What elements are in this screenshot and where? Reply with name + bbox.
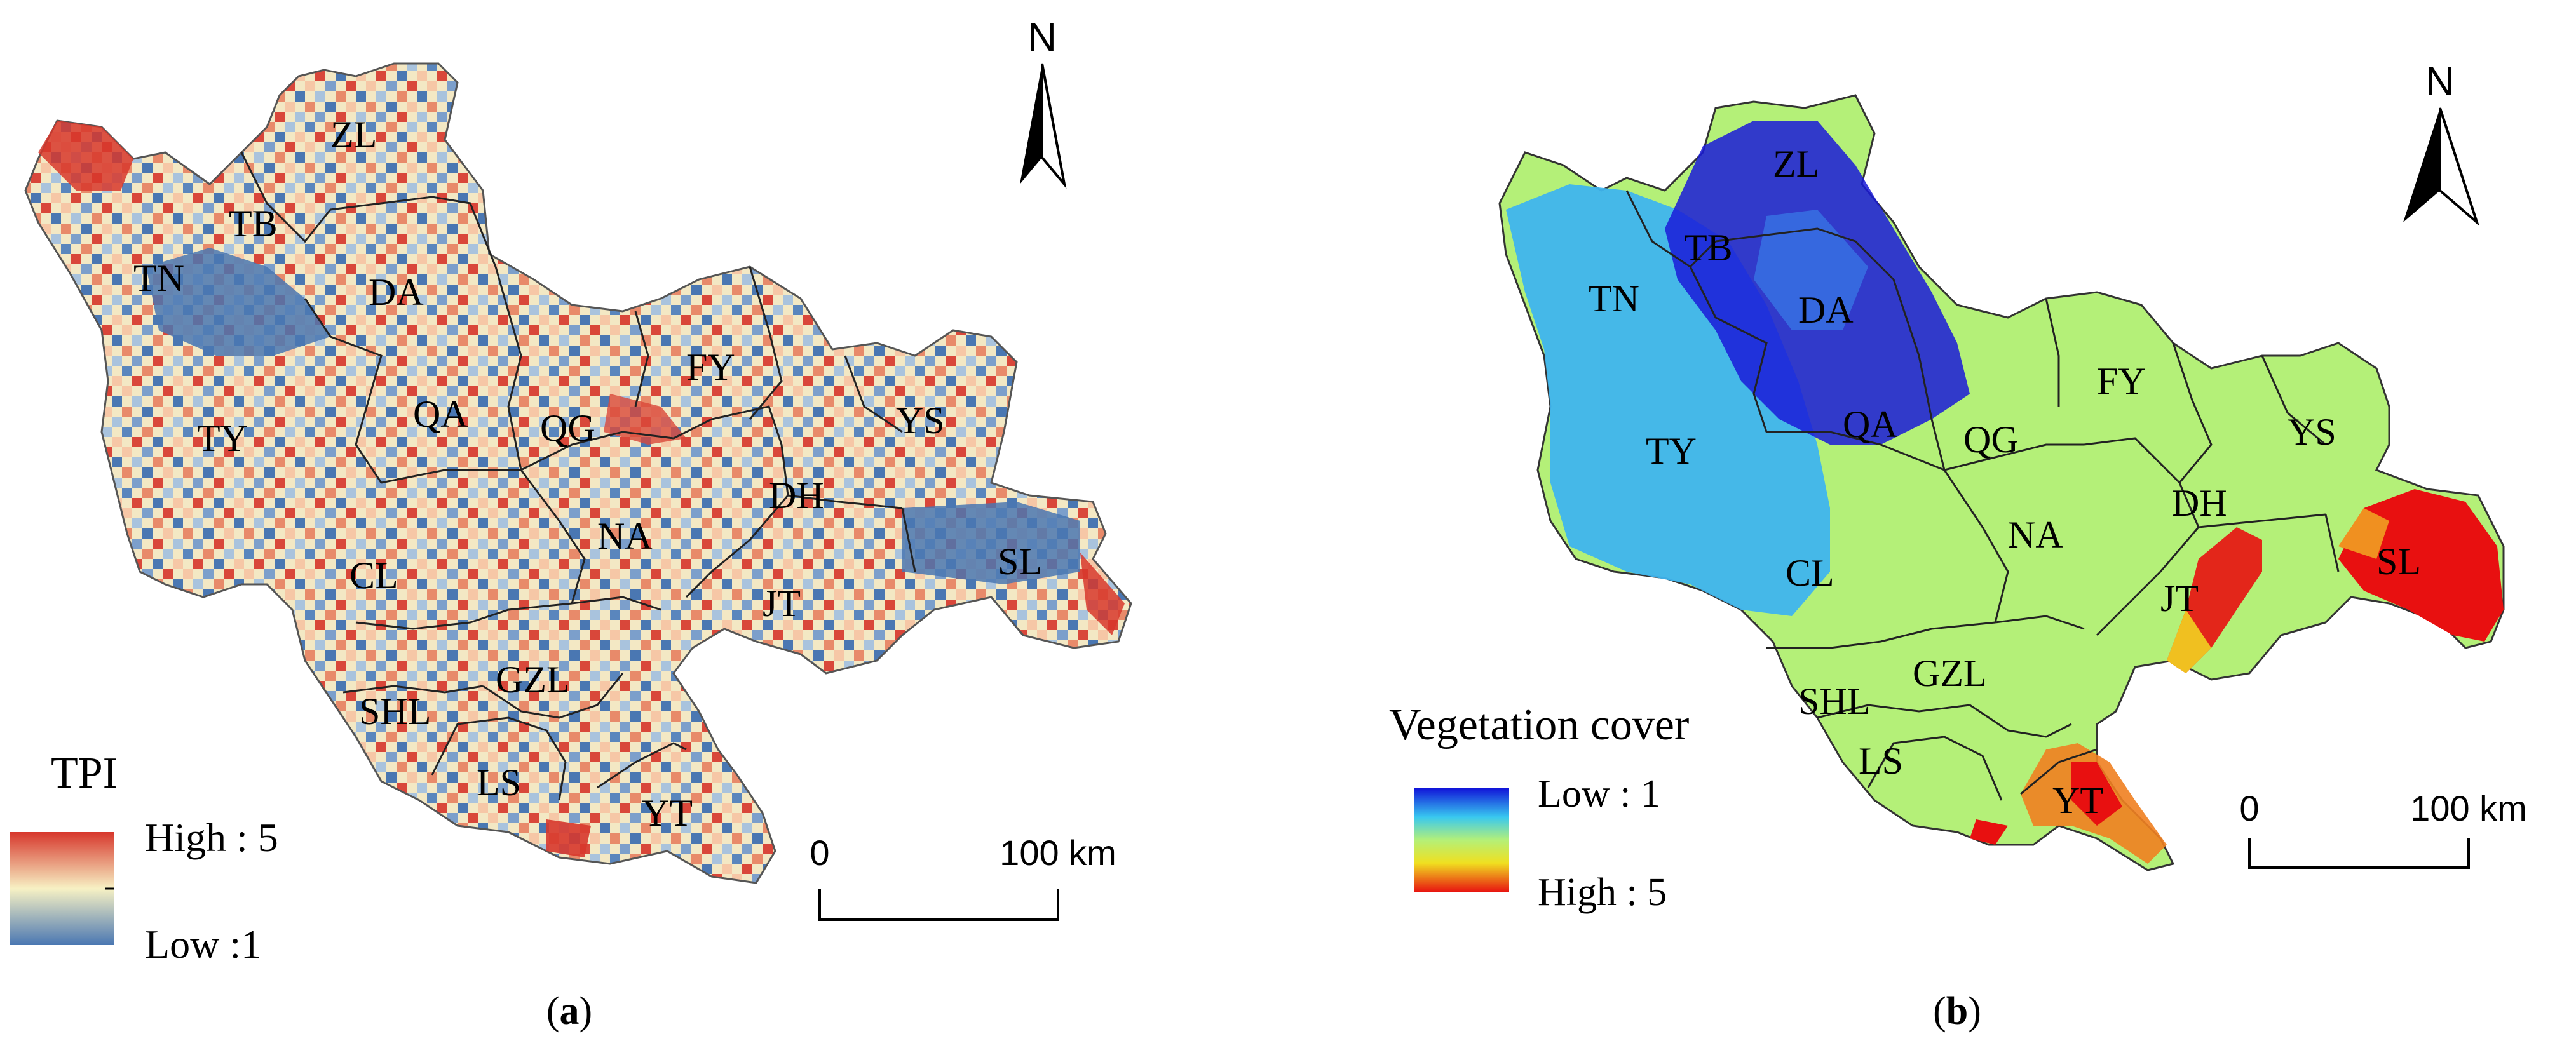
region-label: JT — [763, 582, 801, 624]
region-label: QA — [1843, 403, 1898, 445]
region-labels-b: ZL TB TN DA FY YS QA QG TY DH NA SL CL J… — [1589, 143, 2421, 821]
legend-low: Low :1 — [145, 922, 261, 967]
county-boundaries — [1625, 190, 2340, 801]
region-label: TY — [197, 417, 248, 459]
region-label: YT — [2052, 779, 2103, 821]
region-label: TY — [1646, 430, 1697, 472]
region-label: DA — [1798, 289, 1854, 331]
tpi-map — [24, 62, 1132, 884]
legend-a: TPI High : 5 Low :1 — [10, 749, 278, 967]
legend-title: Vegetation cover — [1389, 701, 1689, 749]
region-label: ZL — [1773, 143, 1819, 185]
scale-bar-b: 0 100 km — [2239, 788, 2527, 869]
region-label: TN — [133, 257, 184, 299]
region-label: DH — [2172, 482, 2227, 524]
region-label: SHL — [359, 690, 431, 732]
tpi-high-zone — [546, 819, 591, 857]
legend-high: High : 5 — [1538, 871, 1667, 914]
region-label: SL — [2376, 541, 2421, 582]
region-label: DH — [769, 474, 824, 516]
region-label: CL — [1786, 552, 1834, 594]
scale-end: 100 km — [2410, 788, 2527, 828]
region-label: SHL — [1798, 680, 1870, 722]
scale-end: 100 km — [1000, 833, 1116, 873]
region-label: QG — [1963, 419, 2019, 460]
scale-start: 0 — [2239, 788, 2259, 828]
scale-bar-a: 0 100 km — [810, 833, 1116, 921]
tpi-high-zone — [1080, 553, 1125, 635]
county-boundaries — [240, 152, 916, 801]
region-label: SL — [998, 541, 1042, 582]
panel-caption-a: (a) — [546, 990, 592, 1033]
legend-b: Vegetation cover Low : 1 High : 5 — [1389, 701, 1689, 914]
panel-a: ZL TB TN DA FY YS QA QG TY DH NA SL CL J… — [10, 14, 1132, 1033]
region-label: TB — [1684, 227, 1733, 269]
legend-low: Low : 1 — [1538, 772, 1660, 816]
north-arrow-icon — [2403, 108, 2440, 222]
legend-color-ramp — [1414, 788, 1509, 892]
region-labels-a: ZL TB TN DA FY YS QA QG TY DH NA SL CL J… — [133, 114, 1042, 834]
region-label: JT — [2160, 577, 2199, 619]
north-arrow-a: N — [1020, 14, 1067, 189]
region-label: QG — [540, 407, 595, 449]
north-label: N — [1027, 14, 1057, 60]
region-label: QA — [413, 393, 468, 435]
tpi-low-zone — [146, 248, 330, 356]
panel-caption-b: (b) — [1933, 990, 1981, 1033]
panel-b: ZL TB TN DA FY YS QA QG TY DH NA SL CL J… — [1389, 58, 2527, 1033]
north-arrow-icon — [1020, 64, 1042, 184]
region-label: NA — [2008, 514, 2063, 556]
region-label: YS — [2288, 411, 2336, 453]
region-label: YT — [642, 792, 693, 834]
tpi-low-zone — [902, 502, 1080, 584]
legend-title: TPI — [51, 749, 118, 798]
north-arrow-b: N — [2403, 58, 2480, 227]
legend-high: High : 5 — [145, 815, 278, 860]
legend-color-ramp — [10, 832, 114, 945]
region-label: CL — [349, 555, 398, 596]
region-label: GZL — [496, 659, 570, 701]
region-label: NA — [597, 515, 653, 557]
region-label: LS — [1859, 740, 1903, 782]
region-label: ZL — [330, 114, 377, 156]
region-label: TN — [1589, 278, 1639, 319]
region-label: GZL — [1913, 652, 1987, 694]
scale-start: 0 — [810, 833, 829, 873]
region-label: FY — [2097, 360, 2146, 402]
north-label: N — [2425, 58, 2455, 104]
region-label: DA — [369, 271, 424, 313]
tpi-high-zone — [38, 121, 133, 191]
region-label: YS — [896, 400, 945, 441]
region-label: LS — [477, 762, 521, 803]
region-label: FY — [686, 346, 735, 388]
region-label: TB — [229, 203, 278, 245]
